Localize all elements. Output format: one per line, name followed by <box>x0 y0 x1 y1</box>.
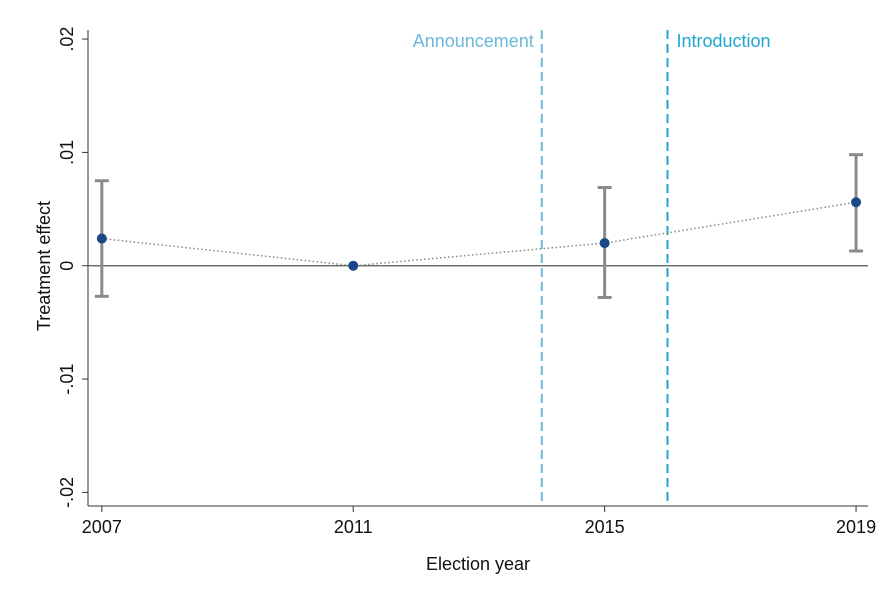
y-tick-label: .01 <box>57 140 77 165</box>
y-tick-label: -.02 <box>57 477 77 508</box>
x-axis-label: Election year <box>426 554 530 574</box>
point <box>96 233 107 244</box>
x-tick-label: 2015 <box>585 517 625 537</box>
x-tick-label: 2019 <box>836 517 876 537</box>
y-tick-label: .02 <box>57 27 77 52</box>
point <box>348 260 359 271</box>
y-axis-label: Treatment effect <box>34 201 54 331</box>
y-tick-label: -.01 <box>57 364 77 395</box>
y-tick-label: 0 <box>57 261 77 271</box>
x-tick-label: 2007 <box>82 517 122 537</box>
point <box>851 197 862 208</box>
x-tick-label: 2011 <box>334 517 373 537</box>
event-label: Announcement <box>413 31 534 51</box>
event-label: Introduction <box>677 31 771 51</box>
point <box>599 238 610 249</box>
trend-line <box>101 201 857 267</box>
